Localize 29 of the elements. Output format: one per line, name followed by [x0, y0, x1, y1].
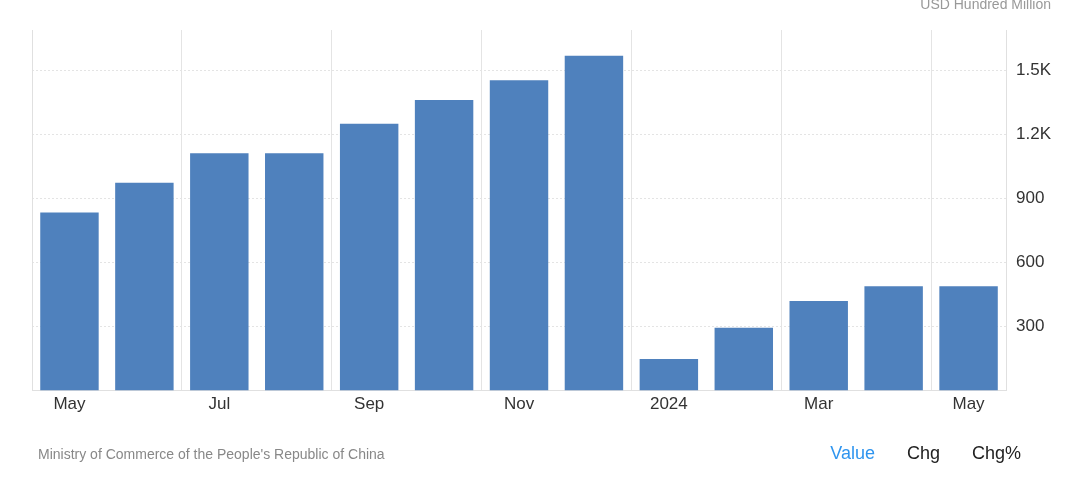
bar: [40, 212, 99, 391]
bar: [564, 55, 624, 391]
bar: [939, 286, 998, 391]
bar: [489, 80, 549, 391]
text: Value: [830, 443, 875, 464]
bar: [714, 327, 774, 391]
bar: [190, 153, 249, 391]
text: Ministry of Commerce of the People's Republic of China: [38, 446, 385, 462]
x-tick-label: May: [53, 394, 87, 414]
bar: [864, 286, 923, 391]
bar: [639, 359, 699, 391]
bar: [789, 300, 848, 391]
x-tick-label: Jul: [208, 394, 231, 414]
y-tick-label: 1.2K: [1016, 124, 1052, 144]
bar: [265, 153, 324, 391]
x-tick-label: May: [952, 394, 986, 414]
x-tick-label: Mar: [804, 394, 834, 414]
bar: [339, 123, 399, 391]
y-tick-label: 600: [1016, 252, 1045, 272]
text: Chg%: [971, 443, 1021, 464]
x-tick-label: Nov: [503, 394, 535, 414]
text: Chg: [906, 443, 940, 464]
bar: [115, 182, 174, 391]
y-tick-label: 300: [1016, 316, 1045, 336]
x-tick-label: 2024: [649, 394, 688, 414]
y-tick-label: 1.5K: [1016, 60, 1052, 80]
x-tick-label: Sep: [354, 394, 385, 414]
y-tick-label: 900: [1016, 188, 1045, 208]
bar: [414, 99, 474, 391]
